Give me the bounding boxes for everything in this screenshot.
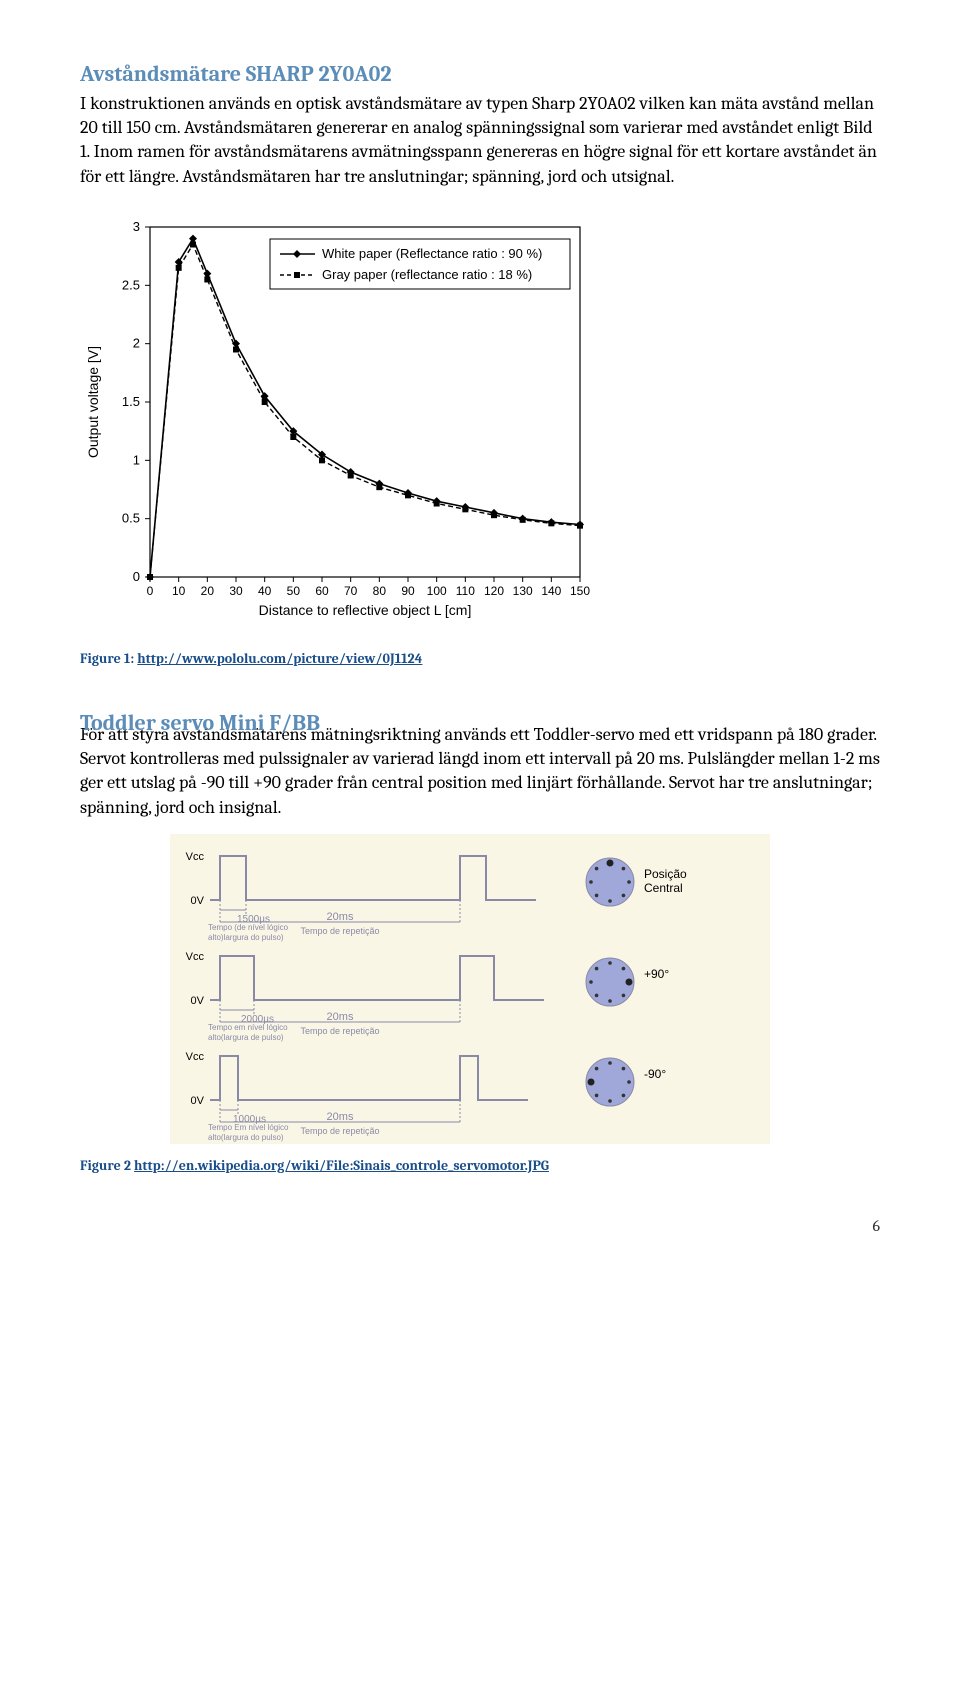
svg-text:20ms: 20ms	[327, 1111, 354, 1123]
svg-text:Tempo de repetição: Tempo de repetição	[300, 1126, 379, 1136]
svg-text:50: 50	[287, 584, 301, 598]
svg-text:Output voltage [V]: Output voltage [V]	[85, 346, 101, 458]
svg-text:140: 140	[541, 584, 561, 598]
figure2-link[interactable]: http://en.wikipedia.org/wiki/File:Sinais…	[134, 1157, 549, 1174]
svg-text:20ms: 20ms	[327, 1011, 354, 1023]
svg-text:+90°: +90°	[644, 967, 669, 981]
figure2-prefix: Figure 2	[80, 1157, 134, 1174]
svg-text:White paper (Reflectance ratio: White paper (Reflectance ratio : 90 %)	[322, 246, 542, 261]
svg-text:Vcc: Vcc	[186, 1051, 205, 1063]
svg-text:100: 100	[427, 584, 447, 598]
svg-text:110: 110	[456, 584, 475, 598]
svg-text:130: 130	[513, 584, 533, 598]
svg-text:1: 1	[133, 452, 140, 467]
svg-text:Tempo Em nível lógico: Tempo Em nível lógico	[208, 1123, 289, 1132]
heading-sharp: Avståndsmätare SHARP 2Y0A02	[80, 60, 880, 90]
svg-text:2.5: 2.5	[122, 277, 140, 292]
svg-text:Distance to reflective object: Distance to reflective object L [cm]	[259, 602, 472, 618]
svg-text:Tempo em nível lógico: Tempo em nível lógico	[208, 1023, 288, 1032]
svg-text:0V: 0V	[191, 1095, 205, 1107]
svg-text:Tempo de repetição: Tempo de repetição	[300, 1026, 379, 1036]
figure1-link[interactable]: http://www.pololu.com/picture/view/0J112…	[137, 650, 422, 667]
servo-timing-diagram: Vcc0V1500µs20msTempo de repetiçãoTempo (…	[170, 834, 880, 1151]
page-number: 6	[80, 1216, 880, 1238]
svg-text:1.5: 1.5	[122, 394, 140, 409]
svg-text:Tempo (de nível lógico: Tempo (de nível lógico	[208, 923, 289, 932]
svg-text:120: 120	[484, 584, 504, 598]
svg-text:2: 2	[133, 336, 140, 351]
svg-text:0V: 0V	[191, 995, 205, 1007]
svg-text:Gray paper (reflectance ratio: Gray paper (reflectance ratio : 18 %)	[322, 267, 532, 282]
svg-text:Tempo de repetição: Tempo de repetição	[300, 926, 379, 936]
figure1-prefix: Figure 1:	[80, 650, 137, 667]
voltage-distance-chart: 00.511.522.53010203040506070809010011012…	[80, 207, 880, 644]
svg-text:Vcc: Vcc	[186, 951, 205, 963]
svg-text:alto)largura do pulso): alto)largura do pulso)	[208, 933, 284, 942]
svg-text:0: 0	[133, 569, 140, 584]
svg-text:20ms: 20ms	[327, 911, 354, 923]
svg-text:Posição: Posição	[644, 867, 687, 881]
svg-text:60: 60	[315, 584, 329, 598]
svg-text:0.5: 0.5	[122, 511, 140, 526]
svg-text:80: 80	[373, 584, 387, 598]
body-sharp: I konstruktionen används en optisk avstå…	[80, 92, 880, 189]
svg-text:70: 70	[344, 584, 358, 598]
figure2-caption: Figure 2 http://en.wikipedia.org/wiki/Fi…	[80, 1157, 880, 1176]
svg-text:30: 30	[229, 584, 243, 598]
svg-text:alto(largura de pulso): alto(largura de pulso)	[208, 1033, 284, 1042]
svg-text:alto(largura do pulso): alto(largura do pulso)	[208, 1133, 284, 1142]
svg-text:20: 20	[201, 584, 215, 598]
svg-text:10: 10	[172, 584, 186, 598]
svg-text:90: 90	[401, 584, 415, 598]
figure1-caption: Figure 1: http://www.pololu.com/picture/…	[80, 650, 880, 669]
svg-text:150: 150	[570, 584, 590, 598]
svg-text:0: 0	[147, 584, 154, 598]
svg-text:3: 3	[133, 219, 140, 234]
svg-text:Central: Central	[644, 881, 683, 895]
svg-text:Vcc: Vcc	[186, 851, 205, 863]
heading-servo: Toddler servo Mini F/BB	[80, 709, 880, 739]
svg-text:0V: 0V	[191, 895, 205, 907]
svg-text:40: 40	[258, 584, 272, 598]
svg-text:-90°: -90°	[644, 1067, 666, 1081]
